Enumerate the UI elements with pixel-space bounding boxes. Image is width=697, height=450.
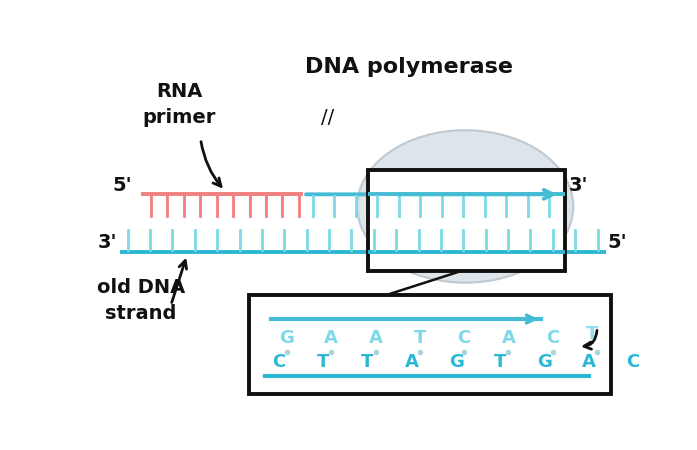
Text: RNA: RNA [155, 82, 202, 101]
Text: C: C [457, 329, 470, 347]
Text: G: G [279, 329, 294, 347]
Text: A: A [369, 329, 383, 347]
Text: T: T [585, 325, 598, 343]
Text: G: G [537, 353, 552, 371]
Text: T: T [494, 353, 507, 371]
Text: C: C [273, 353, 286, 371]
Ellipse shape [357, 130, 574, 283]
Text: T: T [361, 353, 374, 371]
Text: G: G [449, 353, 464, 371]
Text: A: A [324, 329, 338, 347]
Text: 3': 3' [569, 176, 588, 195]
Text: strand: strand [105, 304, 177, 323]
Bar [368, 170, 565, 270]
Text: 5': 5' [608, 233, 627, 252]
Text: C: C [627, 353, 640, 371]
Text: 3': 3' [98, 233, 117, 252]
Text: T: T [414, 329, 426, 347]
Text: A: A [405, 353, 419, 371]
Text: 5': 5' [112, 176, 132, 195]
Text: A: A [582, 353, 596, 371]
Text: A: A [502, 329, 515, 347]
Bar [250, 295, 611, 394]
Text: old DNA: old DNA [97, 278, 185, 297]
Text: C: C [546, 329, 560, 347]
Text: DNA polymerase: DNA polymerase [305, 57, 512, 77]
Text: primer: primer [142, 108, 215, 127]
Text: T: T [317, 353, 330, 371]
Text: //: // [321, 108, 334, 127]
